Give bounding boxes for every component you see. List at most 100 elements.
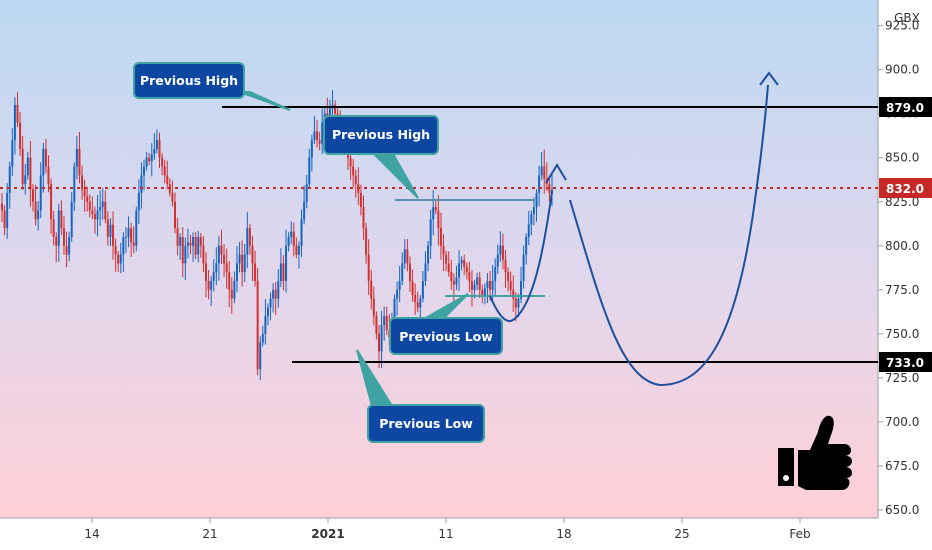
candle-body [520,281,523,299]
candle-body [217,245,220,264]
candle-body [55,236,58,246]
price-tick-label: 800.0 [885,239,919,253]
candle-body [292,231,295,246]
price-tick-label: 850.0 [885,151,919,165]
price-tick-label: 675.0 [885,459,919,473]
candle-body [176,228,179,246]
candle-body [93,214,96,220]
candle-body [148,157,151,162]
candle-body [135,210,138,246]
date-tick-label: 14 [84,527,99,541]
candle-body [127,228,130,237]
candle-body [65,245,68,255]
candle-body [24,175,27,185]
price-tick-label: 700.0 [885,415,919,429]
candle-body [450,272,453,282]
price-tag-resistance: 879.0 [879,97,932,117]
candle-body [119,254,122,264]
candle-body [414,295,417,303]
candle-body [439,228,442,246]
candle-body [62,228,65,246]
candle-body [241,254,244,273]
candle-body [109,224,112,237]
candle-body [538,175,541,193]
candle-body [60,210,63,229]
candle-body [432,207,435,220]
candle-body [530,214,533,225]
price-tick-label: 900.0 [885,63,919,77]
candle-body [130,228,133,243]
candle-body [238,254,241,264]
candle-body [1,203,3,211]
candle-body [6,192,9,229]
candle-body [517,298,520,308]
candle-body [137,192,140,211]
candle-body [434,207,437,211]
candle-body [540,166,543,176]
price-tag-current: 832.0 [879,178,932,198]
candle-body [470,281,473,290]
callout-text: Previous High [140,73,238,88]
candle-body [19,122,22,149]
candle-body [365,228,368,255]
candle-body [259,342,262,370]
date-tick-label: 2021 [311,527,344,541]
candle-body [212,272,215,282]
candle-body [91,210,94,215]
candle-body [199,236,202,246]
candle-body [8,166,11,193]
candle-body [277,281,280,299]
candle-body [427,245,430,264]
candle-body [543,166,546,179]
candle-body [483,288,486,296]
candle-body [204,263,207,282]
candle-body [57,210,60,246]
candle-body [16,104,19,123]
candle-body [266,307,269,317]
candle-body [73,166,76,202]
callout-previous-low-1: Previous Low [389,293,503,355]
date-tick-label: Feb [789,527,810,541]
candle-body [70,201,73,237]
candle-body [220,245,223,255]
candle-body [256,281,259,370]
candle-body [393,298,396,320]
candle-body [367,254,370,282]
candle-body [81,175,84,190]
candle-body [39,175,42,211]
date-tick-label: 11 [438,527,453,541]
candle-body [179,236,182,246]
candle-body [215,263,218,273]
candle-body [527,224,530,237]
candle-body [233,281,236,299]
candles-group [1,90,553,381]
candle-body [124,236,127,239]
candle-body [285,245,288,282]
axis-background [878,0,932,550]
price-tick-label: 725.0 [885,371,919,385]
candle-body [210,281,213,290]
candle-body [225,263,228,273]
candle-body [313,131,316,141]
candle-body [442,245,445,255]
candle-body [246,228,249,255]
price-tick-label: 650.0 [885,503,919,517]
candle-body [228,272,231,290]
candle-body [161,157,164,167]
candle-body [501,245,504,260]
candle-body [334,104,337,114]
candle-body [473,284,476,290]
price-tick-label: 775.0 [885,283,919,297]
thumbs-up-icon [778,415,852,490]
candle-body [290,231,293,237]
candle-body [68,236,71,255]
price-tag-label: 832.0 [886,182,924,196]
candle-body [181,236,184,264]
candle-body [261,333,264,343]
candle-body [86,196,89,202]
candle-body [13,104,16,141]
candle-body [499,245,502,255]
candle-body [362,207,365,229]
candle-body [272,289,275,299]
